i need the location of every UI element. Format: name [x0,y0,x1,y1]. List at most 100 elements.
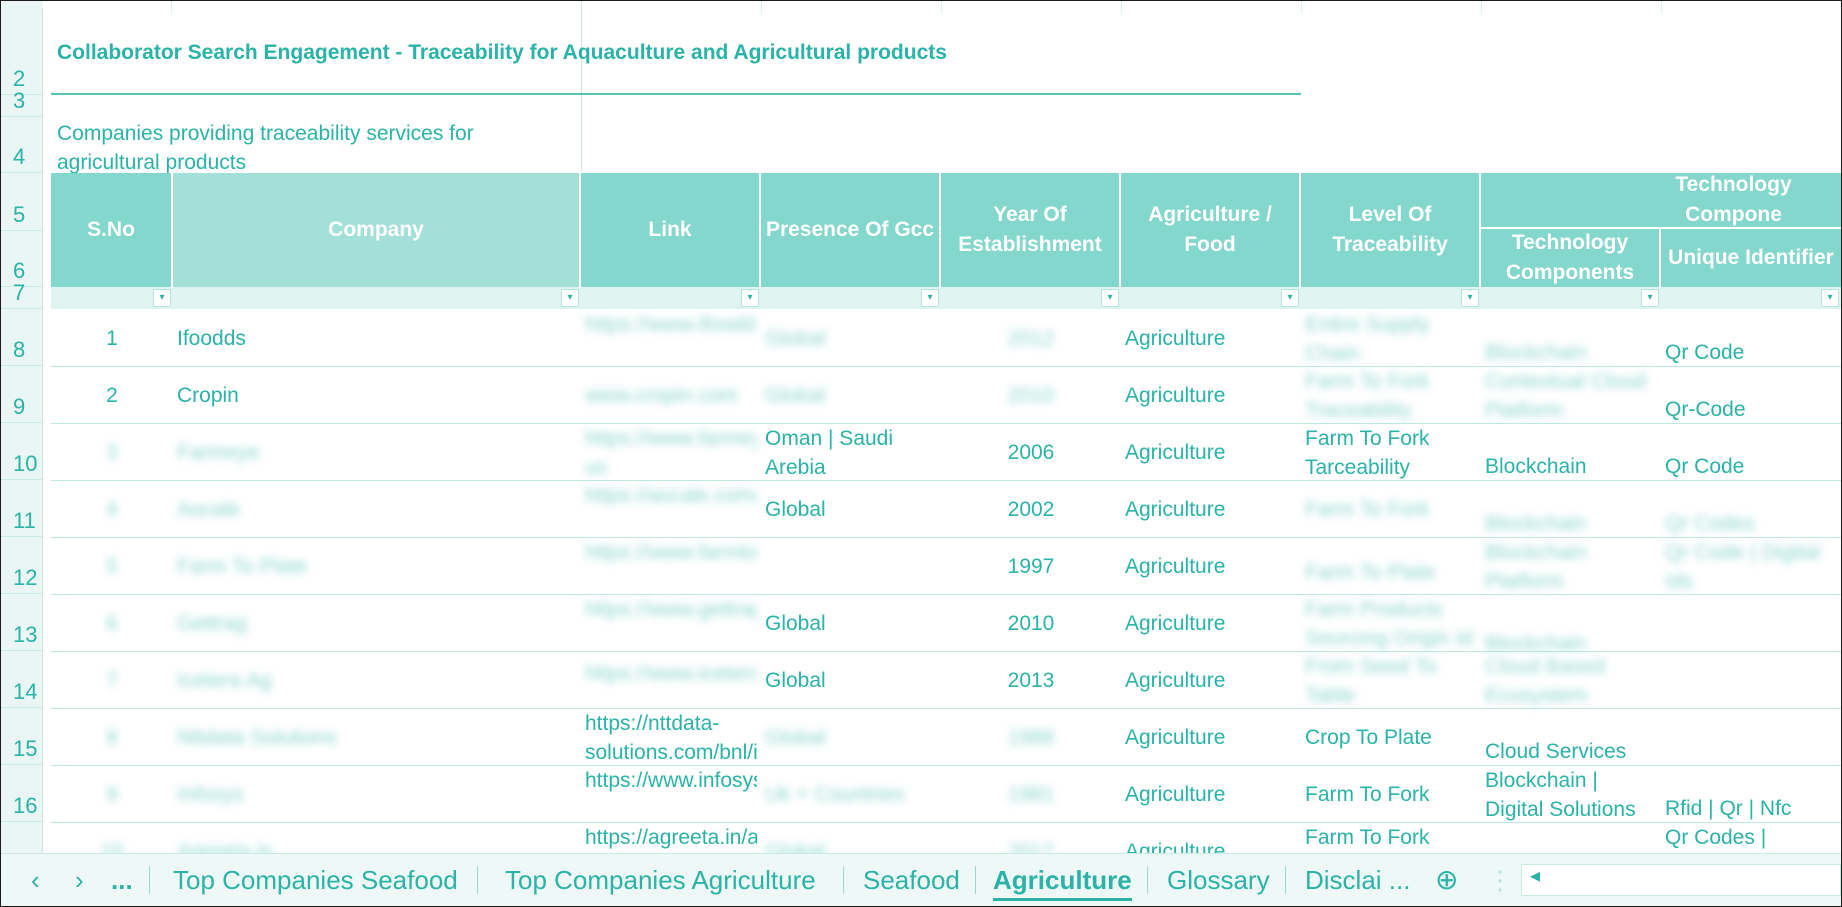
cell-level[interactable]: Farm To Fork [1305,498,1430,521]
cell-company[interactable]: Ascale [177,498,241,521]
cell-link[interactable]: https://www.farmtoplate.com/traceability [585,541,757,564]
cell-level[interactable]: Farm Products Sourcing Origin Id [1305,598,1474,650]
cell-link[interactable]: https://www.farmeye.com/about-us [585,427,757,479]
cell-sno[interactable]: 8 [106,726,118,749]
filter-dropdown-icon[interactable]: ▾ [1461,289,1479,307]
cell-year[interactable]: 2012 [1007,327,1055,350]
row-header[interactable]: 8 [1,309,43,366]
row-header[interactable]: 10 [1,423,43,480]
cell-company[interactable]: Nttdata Solutions [177,726,337,749]
cell-agriculture[interactable]: Agriculture [1125,384,1226,407]
cell-unique-id[interactable]: Qr Code | Digital Ids [1665,541,1820,593]
select-all-corner[interactable] [1,1,43,9]
cell-tech[interactable]: Blockchain [1485,341,1587,364]
filter-dropdown-icon[interactable]: ▾ [561,289,579,307]
cell-year[interactable]: 2006 [1007,441,1055,464]
cell-year[interactable]: 2013 [1007,669,1055,692]
header-technology-group[interactable]: Technology Compone [1481,173,1841,229]
cell-link[interactable]: https://nttdata-solutions.com/bnl/i [585,712,757,764]
cell-tech[interactable]: Blockchain [1485,455,1587,478]
cell-presence[interactable]: Global [765,669,826,692]
cell-sno[interactable]: 9 [106,783,118,806]
cell-agriculture[interactable]: Agriculture [1125,783,1226,806]
cell-presence[interactable]: Global [765,327,826,350]
cell-agriculture[interactable]: Agriculture [1125,612,1226,635]
cell-link[interactable]: www.cropin.com [585,384,738,407]
row-header[interactable]: 15 [1,708,43,765]
cell-agriculture[interactable]: Agriculture [1125,726,1226,749]
cell-level[interactable]: Farm To Fork Tarceability [1305,427,1430,479]
cell-company[interactable]: Ifoodds [177,327,246,350]
row-header[interactable]: 13 [1,594,43,651]
tab-seafood[interactable]: Seafood [863,865,960,895]
row-header[interactable]: 16 [1,765,43,822]
cell-year[interactable]: 2010 [1007,384,1055,407]
cell-presence[interactable]: Oman | Saudi Arebia [765,427,894,479]
cell-presence[interactable]: Uk + Countries [765,783,905,806]
header-unique-identifier[interactable]: Unique Identifier [1661,229,1841,287]
header-year-establishment[interactable]: Year Of Establishment [941,173,1121,287]
cell-company[interactable]: Icetera Ag [177,669,272,692]
cell-level[interactable]: Farm To Fork [1305,826,1430,849]
cell-presence[interactable]: Global [765,726,826,749]
cell-unique-id[interactable]: Qr Codes | [1665,826,1767,849]
header-sno[interactable]: S.No [51,173,173,287]
cell-tech[interactable]: Blockchain Platform [1485,541,1587,593]
cell-year[interactable]: 1997 [1007,555,1055,578]
more-tabs-button[interactable]: ... [111,865,133,895]
cell-unique-id[interactable]: Rfid | Qr | Nfc [1665,797,1792,820]
tab-top-companies-agriculture[interactable]: Top Companies Agriculture [505,865,816,895]
cell-tech[interactable]: Cloud Based Ecosystem [1485,655,1606,707]
cell-company[interactable]: Farmeye [177,441,260,464]
cell-year[interactable]: 2002 [1007,498,1055,521]
cell-year[interactable]: 1981 [1007,783,1055,806]
cell-sno[interactable]: 4 [106,498,118,521]
header-level-traceability[interactable]: Level Of Traceability [1301,173,1481,287]
row-header[interactable]: 9 [1,366,43,423]
cell-level[interactable]: Farm To Fork [1305,783,1430,806]
cell-unique-id[interactable]: Qr Code [1665,341,1745,364]
cell-year[interactable]: 1988 [1007,726,1055,749]
tab-disclaimer[interactable]: Disclai ... [1305,865,1411,895]
scroll-left-icon[interactable]: ◂ [1530,865,1541,887]
cell-sno[interactable]: 5 [106,555,118,578]
tab-options-icon[interactable]: ⋮ [1487,865,1513,895]
cell-tech[interactable]: Blockchain | Digital Solutions [1485,769,1636,821]
filter-dropdown-icon[interactable]: ▾ [1641,289,1659,307]
cell-level[interactable]: From Seed To Table [1305,655,1437,707]
cell-agriculture[interactable]: Agriculture [1125,498,1226,521]
cell-tech[interactable]: Contextual Cloud Platform [1485,370,1647,422]
cell-unique-id[interactable]: Qr Code [1665,455,1745,478]
cell-agriculture[interactable]: Agriculture [1125,327,1226,350]
filter-dropdown-icon[interactable]: ▾ [153,289,171,307]
cell-tech[interactable]: Cloud Services [1485,740,1627,763]
tab-agriculture[interactable]: Agriculture [993,862,1132,901]
cell-level[interactable]: Farm To Plate [1305,561,1436,584]
row-header[interactable]: 11 [1,480,43,537]
row-header[interactable]: 4 [1,117,43,173]
add-sheet-icon[interactable]: ⊕ [1435,864,1459,895]
cell-link[interactable]: https://www.icetera.com [585,662,757,685]
cell-presence[interactable]: Global [765,498,826,521]
header-company[interactable]: Company [173,173,581,287]
cell-link[interactable]: https://www.gettrag.com/solutions [585,598,757,621]
cell-presence[interactable]: Global [765,384,826,407]
filter-dropdown-icon[interactable]: ▾ [921,289,939,307]
cell-unique-id[interactable]: Qr Codes [1665,512,1755,535]
cell-agriculture[interactable]: Agriculture [1125,441,1226,464]
cell-company[interactable]: Gettrag [177,612,248,635]
scroll-tabs-next-button[interactable]: › [75,865,84,895]
cell-company[interactable]: Farm To Plate [177,555,308,578]
cell-sno[interactable]: 2 [106,384,118,407]
header-technology-components[interactable]: Technology Components [1481,229,1661,287]
filter-dropdown-icon[interactable]: ▾ [1101,289,1119,307]
tab-glossary[interactable]: Glossary [1167,865,1270,895]
row-header[interactable]: 14 [1,651,43,708]
cell-sno[interactable]: 7 [106,669,118,692]
cell-level[interactable]: Entire Supply Chain [1305,313,1430,365]
cell-company[interactable]: Cropin [177,384,239,407]
filter-dropdown-icon[interactable]: ▾ [741,289,759,307]
row-header[interactable]: 7 [1,280,43,309]
tab-top-companies-seafood[interactable]: Top Companies Seafood [173,865,458,895]
header-presence-gcc[interactable]: Presence Of Gcc [761,173,941,287]
